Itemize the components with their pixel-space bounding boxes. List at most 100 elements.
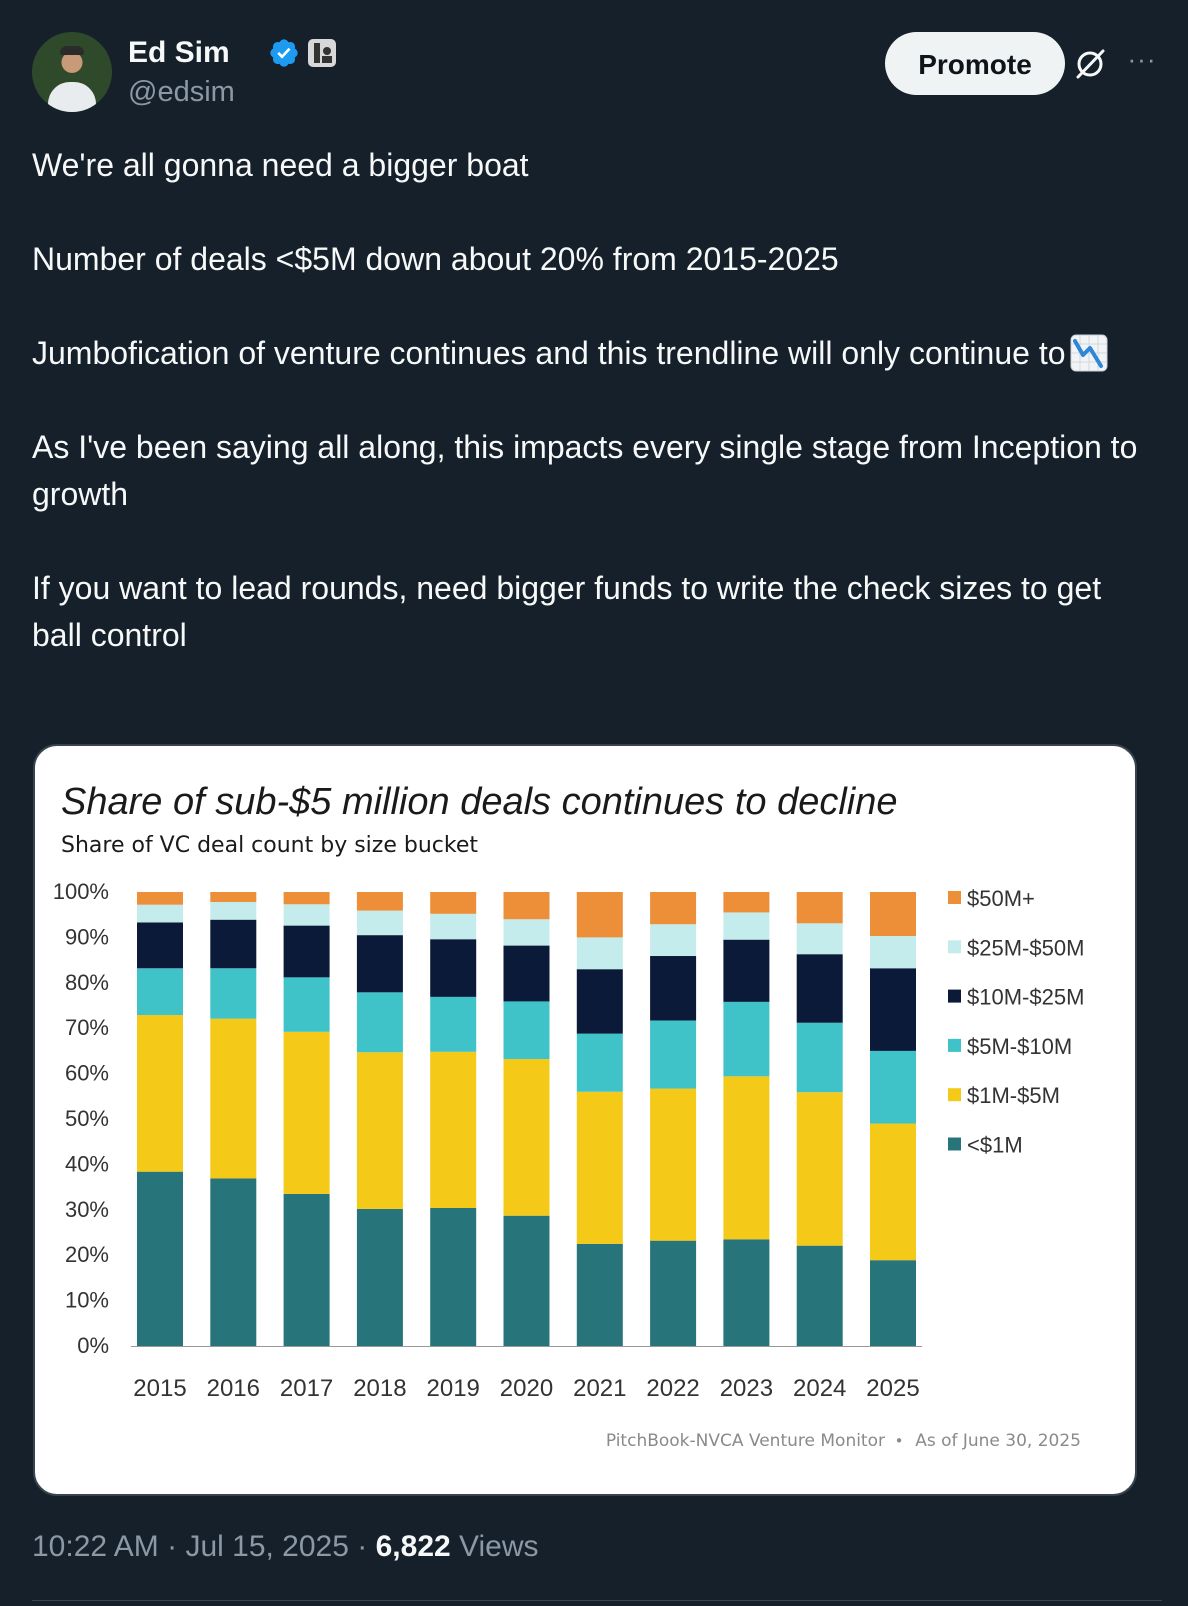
grok-icon[interactable] — [1072, 46, 1108, 82]
legend-swatch — [948, 989, 961, 1003]
tweet-line-1: We're all gonna need a bigger boat — [32, 147, 529, 183]
tweet-line-5: If you want to lead rounds, need bigger … — [32, 570, 1102, 653]
legend-label: $5M-$10M — [967, 1034, 1072, 1059]
bar-segment — [796, 954, 843, 1023]
views-label: Views — [459, 1530, 539, 1563]
x-tick-label: 2021 — [573, 1375, 626, 1402]
bar-segment — [650, 892, 697, 925]
bar-segment — [137, 968, 183, 1016]
legend-swatch — [948, 891, 961, 904]
bar-segment — [503, 919, 550, 946]
tweet-header: Ed Sim @edsim Promote ··· — [32, 32, 1162, 114]
bar-segment — [503, 1059, 550, 1216]
bar-segment — [796, 1092, 843, 1246]
bar-segment — [210, 892, 257, 902]
x-tick-label: 2020 — [500, 1375, 553, 1402]
bar-segment — [650, 1240, 697, 1346]
bar-segment — [576, 1243, 623, 1346]
divider — [32, 1600, 1162, 1601]
more-options-icon[interactable]: ··· — [1127, 44, 1157, 74]
author-avatar[interactable] — [32, 32, 112, 112]
legend-swatch — [948, 1038, 961, 1052]
bar-segment — [650, 1020, 697, 1089]
bar-segment — [430, 939, 477, 997]
affiliate-badge-icon[interactable] — [308, 39, 336, 67]
tweet-line-4: As I've been saying all along, this impa… — [32, 429, 1138, 512]
legend-swatch — [948, 940, 961, 954]
bar-segment — [576, 969, 623, 1034]
legend-label: $25M-$50M — [967, 935, 1084, 960]
tweet-footer: 10:22 AM · Jul 15, 2025 · 6,822 Views — [32, 1530, 539, 1564]
legend-label: $10M-$25M — [967, 985, 1084, 1010]
x-tick-label: 2022 — [646, 1375, 699, 1402]
bar-segment — [576, 937, 623, 970]
bar-segment — [283, 1193, 330, 1346]
y-tick-label: 10% — [65, 1288, 109, 1313]
author-handle[interactable]: @edsim — [128, 76, 235, 108]
x-tick-label: 2018 — [353, 1375, 406, 1402]
bar-segment — [137, 1015, 183, 1172]
bar-segment — [503, 1001, 550, 1060]
bar-segment — [576, 1033, 623, 1092]
bar-segment — [356, 935, 403, 993]
x-tick-label: 2023 — [720, 1375, 773, 1402]
bar-segment — [870, 1123, 916, 1261]
bar-segment — [356, 1208, 403, 1346]
bar-segment — [283, 977, 330, 1032]
tweet-line-3: Jumbofication of venture continues and t… — [32, 330, 1152, 377]
bar-segment — [870, 892, 916, 937]
bar-segment — [870, 968, 916, 1051]
x-tick-label: 2017 — [280, 1375, 333, 1402]
legend-label: $50M+ — [967, 886, 1035, 911]
author-name[interactable]: Ed Sim — [128, 36, 230, 69]
promote-button[interactable]: Promote — [885, 32, 1065, 95]
y-tick-label: 60% — [65, 1061, 109, 1086]
bar-segment — [430, 892, 477, 914]
bar-segment — [210, 1178, 257, 1346]
bar-segment — [723, 912, 770, 940]
x-tick-label: 2015 — [133, 1375, 186, 1402]
bar-segment — [430, 913, 477, 940]
bar-segment — [137, 892, 183, 905]
meta-separator: · — [357, 1530, 368, 1563]
bar-segment — [430, 996, 477, 1052]
tweet-date[interactable]: Jul 15, 2025 — [185, 1530, 349, 1563]
x-tick-label: 2016 — [207, 1375, 260, 1402]
verified-badge-icon[interactable] — [268, 37, 300, 69]
bar-segment — [430, 1051, 477, 1208]
x-axis: 2015 2016 2017 2018 2019 2020 2021 2022 2023 2024… — [133, 1375, 919, 1402]
bar-segment — [723, 1076, 770, 1240]
meta-separator: · — [167, 1530, 178, 1563]
chart-title: Share of sub-$5 million deals continues … — [61, 781, 898, 823]
x-tick-label: 2024 — [793, 1375, 846, 1402]
y-tick-label: 100% — [53, 879, 109, 904]
y-tick-label: 20% — [65, 1242, 109, 1267]
bar-segment — [723, 1001, 770, 1077]
bar-segment — [283, 904, 330, 926]
bar-segment — [650, 1088, 697, 1241]
bar-segment — [283, 925, 330, 978]
bar-segment — [503, 945, 550, 1002]
bar-segment — [796, 892, 843, 924]
chart-image-card[interactable]: Share of sub-$5 million deals continues … — [33, 744, 1137, 1496]
y-tick-label: 0% — [77, 1333, 109, 1358]
bar-segment — [723, 892, 770, 913]
x-tick-label: 2025 — [866, 1375, 919, 1402]
bar-segment — [796, 1245, 843, 1346]
bar-segment — [503, 1215, 550, 1346]
chart-subtitle: Share of VC deal count by size bucket — [61, 833, 478, 858]
y-tick-label: 50% — [65, 1106, 109, 1131]
chart-source: PitchBook-NVCA Venture Monitor — [606, 1431, 885, 1451]
stacked-bar-chart: Share of sub-$5 million deals continues … — [53, 781, 1085, 1451]
bars — [131, 892, 922, 1347]
bar-segment — [870, 1050, 916, 1124]
tweet-time[interactable]: 10:22 AM — [32, 1530, 159, 1563]
bar-segment — [650, 956, 697, 1021]
bar-segment — [650, 924, 697, 957]
bar-segment — [210, 919, 257, 969]
bar-segment — [210, 901, 257, 920]
legend-label: $1M-$5M — [967, 1083, 1060, 1108]
chart-decreasing-icon — [1070, 334, 1107, 372]
tweet-line-2: Number of deals <$5M down about 20% from… — [32, 241, 839, 277]
y-tick-label: 30% — [65, 1197, 109, 1222]
